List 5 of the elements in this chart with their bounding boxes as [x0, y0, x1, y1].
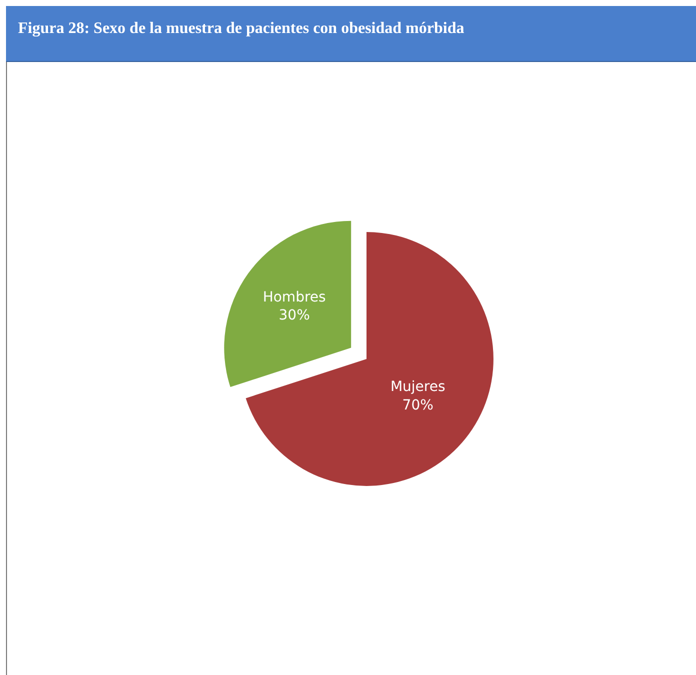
slice-label: Mujeres — [390, 379, 446, 396]
slice-label: Hombres — [262, 289, 326, 306]
data-label: 70% — [402, 397, 434, 414]
chart-title: Figura 28: Sexo de la muestra de pacientes con obesidad mórbida — [6, 6, 696, 62]
data-label: 30% — [278, 308, 310, 324]
